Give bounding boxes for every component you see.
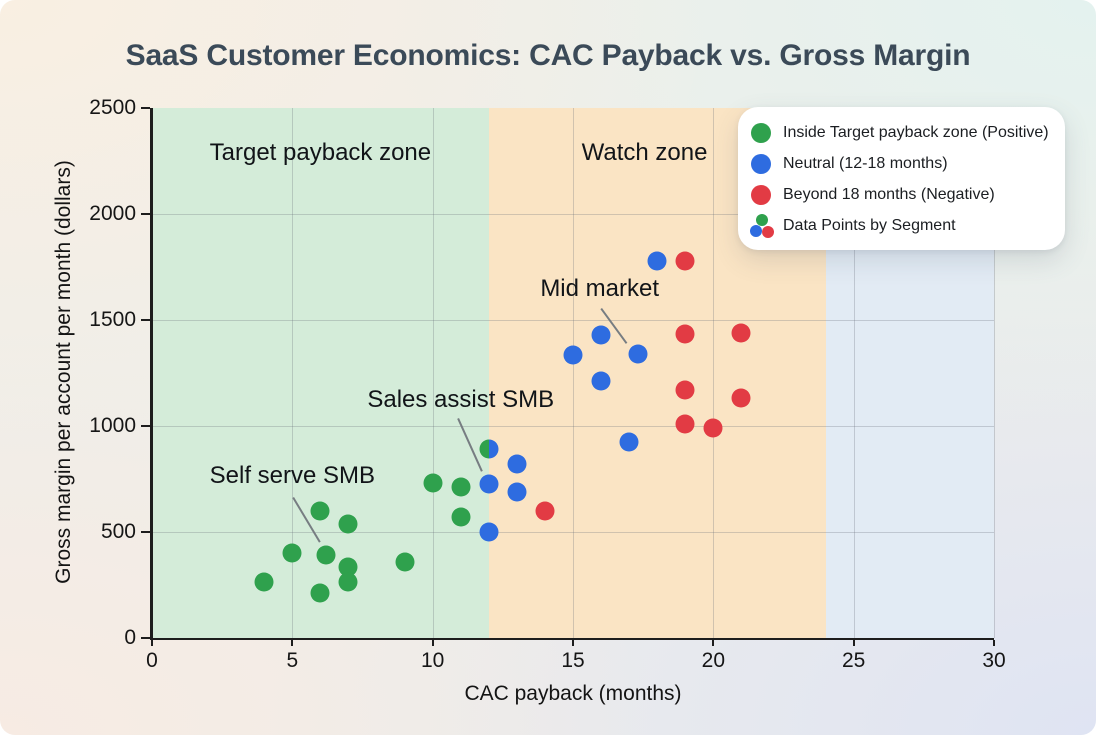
y-tick-1000 xyxy=(141,425,150,427)
data-point-green-blue xyxy=(479,439,499,459)
x-tick-label-0: 0 xyxy=(146,649,158,672)
x-tick-5 xyxy=(291,640,294,646)
data-point-blue xyxy=(479,522,499,542)
data-point-red xyxy=(703,418,723,438)
legend-item-1: Neutral (12-18 months) xyxy=(750,149,1051,178)
legend-dot-green xyxy=(751,122,771,143)
legend-dot-icon xyxy=(750,122,772,143)
gridline-y-2000 xyxy=(152,214,994,215)
data-point-blue xyxy=(619,432,639,452)
legend-item-label: Inside Target payback zone (Positive) xyxy=(783,123,1049,141)
x-tick-label-5: 5 xyxy=(286,649,299,672)
gridline-x-20 xyxy=(713,108,715,638)
y-tick-500 xyxy=(141,531,150,533)
x-tick-label-15: 15 xyxy=(561,649,585,672)
y-tick-2500 xyxy=(141,107,150,109)
data-point-red xyxy=(675,380,695,400)
data-point-blue xyxy=(479,474,499,494)
gridline-x-10 xyxy=(432,108,434,638)
legend-cluster-dots xyxy=(750,213,774,238)
x-tick-label-10: 10 xyxy=(420,649,445,672)
data-point-blue xyxy=(507,482,527,502)
legend-dot-blue xyxy=(751,153,771,174)
y-axis-title: Gross margin per account per month (doll… xyxy=(52,160,75,584)
annotation-mid-market: Mid market xyxy=(540,275,659,303)
x-axis-line xyxy=(150,637,994,640)
y-tick-0 xyxy=(141,637,150,639)
data-point-red xyxy=(675,414,695,434)
y-tick-label-0: 0 xyxy=(124,626,136,649)
annotation-self-serve-smb: Self serve SMB xyxy=(209,462,376,490)
gridline-y-1500 xyxy=(152,320,994,321)
data-point-red xyxy=(675,251,695,271)
legend-cluster-dot-red xyxy=(762,225,774,238)
legend-dot-red xyxy=(751,184,771,205)
x-tick-label-20: 20 xyxy=(701,649,726,672)
x-tick-label-30: 30 xyxy=(982,649,1006,672)
legend-cluster-dot-green xyxy=(756,213,768,226)
annotation-sales-assist-smb: Sales assist SMB xyxy=(367,386,555,414)
x-axis-title: CAC payback (months) xyxy=(464,682,682,705)
data-point-red xyxy=(731,388,751,408)
data-point-green xyxy=(310,501,330,521)
data-point-green xyxy=(310,583,330,603)
y-tick-1500 xyxy=(141,319,150,321)
y-tick-label-2500: 2500 xyxy=(89,96,136,119)
y-tick-label-1500: 1500 xyxy=(89,308,136,331)
data-point-green xyxy=(338,557,358,577)
y-tick-label-1000: 1000 xyxy=(89,414,136,437)
gridline-x-15 xyxy=(573,108,574,638)
gridline-x-5 xyxy=(292,108,294,638)
data-point-green xyxy=(338,514,358,534)
legend-cluster-icon xyxy=(750,213,774,238)
data-point-blue xyxy=(563,345,583,365)
data-point-red xyxy=(535,501,555,521)
x-tick-15 xyxy=(572,640,574,646)
legend-item-label: Neutral (12-18 months) xyxy=(783,154,948,172)
y-tick-2000 xyxy=(141,213,150,215)
data-point-red xyxy=(675,324,695,344)
legend: Inside Target payback zone (Positive) Neu… xyxy=(738,107,1065,250)
chart-title: SaaS Customer Economics: CAC Payback vs.… xyxy=(125,39,971,72)
legend-item-label: Data Points by Segment xyxy=(783,216,956,234)
data-point-blue xyxy=(591,371,611,391)
y-tick-label-500: 500 xyxy=(100,520,136,543)
legend-dot-icon xyxy=(750,153,772,174)
x-tick-20 xyxy=(712,640,715,646)
x-tick-25 xyxy=(852,640,855,646)
y-axis-line xyxy=(150,108,153,640)
data-point-green xyxy=(338,572,358,592)
x-tick-30 xyxy=(993,640,995,646)
data-point-red xyxy=(731,323,751,343)
x-tick-10 xyxy=(431,640,434,646)
annotation-target-payback-zone: Target payback zone xyxy=(209,138,432,166)
gridline-x-25 xyxy=(853,108,855,638)
annotation-watch-zone: Watch zone xyxy=(581,138,708,166)
data-point-green xyxy=(451,507,471,527)
data-point-blue xyxy=(647,251,667,271)
x-tick-label-25: 25 xyxy=(841,649,866,672)
gridline-y-500 xyxy=(152,532,994,533)
legend-item-0: Inside Target payback zone (Positive) xyxy=(750,118,1051,147)
legend-cluster-dot-blue xyxy=(750,224,762,237)
gridline-y-1000 xyxy=(152,426,994,427)
data-point-green xyxy=(254,572,274,592)
legend-item-2: Beyond 18 months (Negative) xyxy=(750,180,1051,209)
legend-dot-icon xyxy=(750,184,772,205)
gridline-x-30 xyxy=(994,108,995,638)
x-tick-0 xyxy=(151,640,153,646)
y-tick-label-2000: 2000 xyxy=(89,202,136,225)
data-point-blue xyxy=(628,344,648,364)
legend-item-label: Beyond 18 months (Negative) xyxy=(783,185,995,203)
data-point-green xyxy=(282,543,302,563)
data-point-green xyxy=(316,545,336,565)
data-point-blue xyxy=(591,325,611,345)
data-point-green xyxy=(451,477,471,497)
data-point-blue xyxy=(507,454,527,474)
data-point-green xyxy=(423,473,443,493)
legend-item-3: Data Points by Segment xyxy=(750,211,1051,240)
data-point-green xyxy=(395,552,415,572)
